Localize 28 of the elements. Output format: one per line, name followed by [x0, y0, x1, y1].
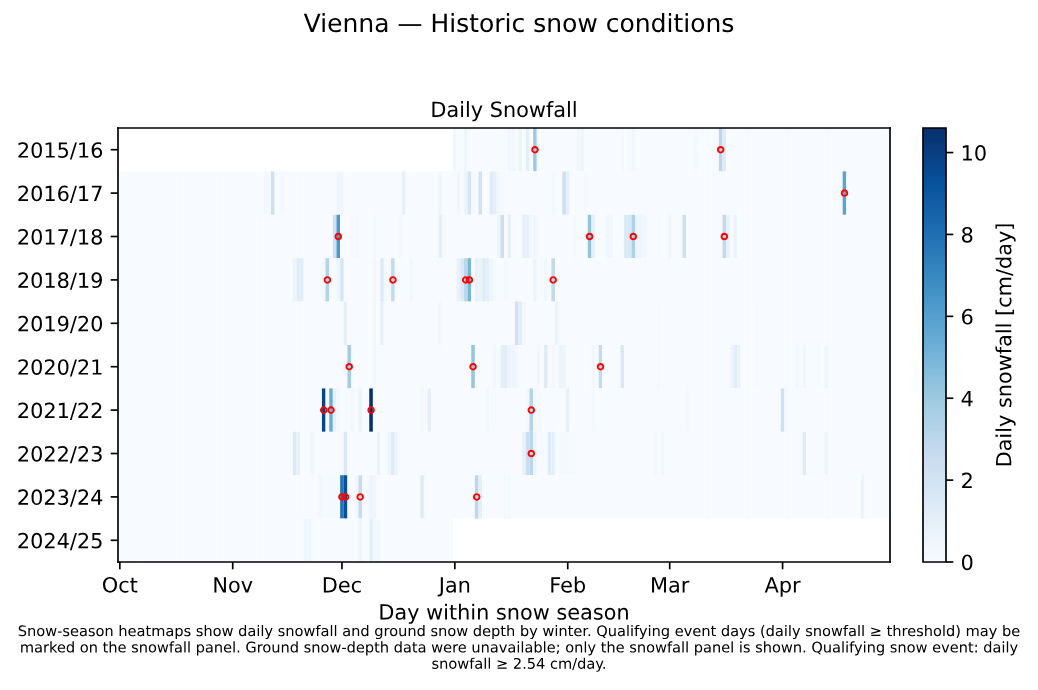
y-tick-label: 2015/16 [18, 142, 103, 160]
y-tick-label: 2020/21 [18, 359, 102, 377]
color-bar-label: 10 [962, 145, 986, 161]
color-bar-label: 6 [962, 308, 973, 325]
x-tick-label: Dec [323, 577, 361, 593]
y-tick-label: 2021/22 [18, 402, 102, 420]
y-tick-label: 2024/25 [18, 532, 102, 551]
x-tick-label: Feb [551, 576, 586, 593]
y-tick-label: 2023/24 [18, 489, 103, 507]
x-tick-label: Mar [652, 577, 690, 593]
text: Snow-season heatmaps show daily snowfall and ground snow depth by winter. Qualifying event days (daily snowfall ≥ threshold) may be marked on the snowfall panel. Ground snow-depth data were unavailable; only the snowfall panel is shown. Qualifying snow event: daily snowfall ≥ 2.54 cm/day. [18, 625, 1020, 672]
color-bar-title: Daily snowfall [cm/day] [995, 224, 1016, 466]
y-tick-label: 2016/17 [18, 185, 102, 203]
color-bar-label: 2 [962, 472, 972, 489]
x-tick-label: Apr [764, 577, 801, 597]
x-tick-label: Oct [102, 576, 138, 593]
chart-title: Vienna — Historic snow conditions [303, 12, 734, 33]
x-axis-title: Day within snow season [380, 603, 628, 624]
color-bar-label: 4 [961, 390, 973, 407]
y-tick-label: 2018/19 [18, 272, 102, 290]
x-tick-label: Nov [214, 577, 253, 593]
y-tick-label: 2022/23 [18, 445, 102, 464]
color-bar-label: 8 [962, 226, 973, 243]
x-tick-label: Jan [437, 577, 470, 597]
color-bar-label: 0 [961, 554, 973, 571]
chart-subtitle: Daily Snowfall [432, 101, 576, 122]
y-tick-label: 2019/20 [18, 315, 103, 334]
y-tick-label: 2017/18 [18, 228, 102, 247]
